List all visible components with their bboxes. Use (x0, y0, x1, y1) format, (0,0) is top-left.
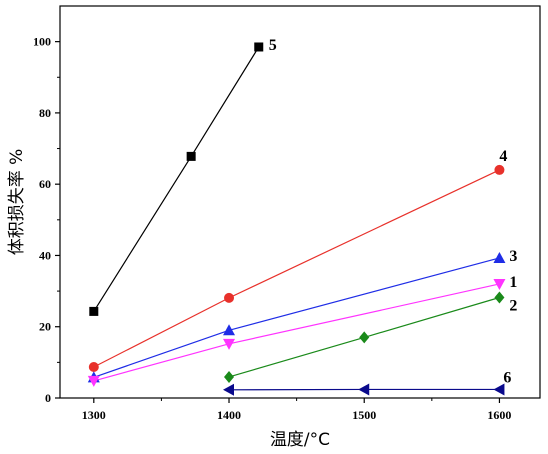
point-marker (223, 383, 235, 396)
x-tick-label: 1400 (217, 408, 241, 422)
series-label-1: 1 (509, 274, 517, 291)
series-line-3 (93, 257, 500, 378)
point-marker (494, 291, 505, 304)
series-label-4: 4 (499, 148, 507, 165)
x-axis-title: 温度/°C (270, 430, 330, 450)
axes: 1300 1400 1500 1600 0 20 40 60 80 100 (33, 5, 541, 422)
point-marker (87, 375, 100, 387)
plot-frame (59, 5, 541, 399)
y-axis-title: 体积损失率 % (7, 149, 27, 256)
point-marker (223, 338, 236, 350)
series-line-4 (93, 169, 500, 368)
y-tick-label: 0 (45, 391, 51, 405)
series-line-5 (93, 46, 260, 312)
x-tick-label: 1500 (352, 408, 376, 422)
point-marker (493, 251, 506, 263)
y-tick-label: 60 (39, 177, 51, 191)
point-marker (224, 370, 235, 383)
point-marker (88, 361, 99, 372)
series-line-1 (93, 283, 500, 382)
series-label-3: 3 (509, 248, 517, 265)
point-marker (494, 164, 505, 175)
point-marker (359, 331, 370, 344)
y-tick-label: 40 (39, 248, 51, 262)
point-marker (254, 42, 264, 52)
point-marker (493, 278, 506, 290)
y-tick-label: 80 (39, 106, 51, 120)
series-markers (87, 42, 506, 396)
series-labels: 5 4 3 1 2 6 (269, 37, 518, 386)
point-marker (493, 383, 505, 396)
point-marker (224, 292, 235, 303)
series-label-6: 6 (503, 369, 511, 386)
y-tick-label: 100 (33, 35, 51, 49)
series-label-2: 2 (509, 298, 517, 315)
x-tick-label: 1600 (487, 408, 511, 422)
point-marker (89, 306, 99, 316)
y-tick-label: 20 (39, 320, 51, 334)
point-marker (186, 151, 196, 161)
series-lines (93, 46, 500, 391)
series-label-5: 5 (269, 37, 277, 54)
point-marker (358, 383, 370, 396)
x-tick-label: 1300 (82, 408, 106, 422)
point-marker (223, 324, 236, 336)
